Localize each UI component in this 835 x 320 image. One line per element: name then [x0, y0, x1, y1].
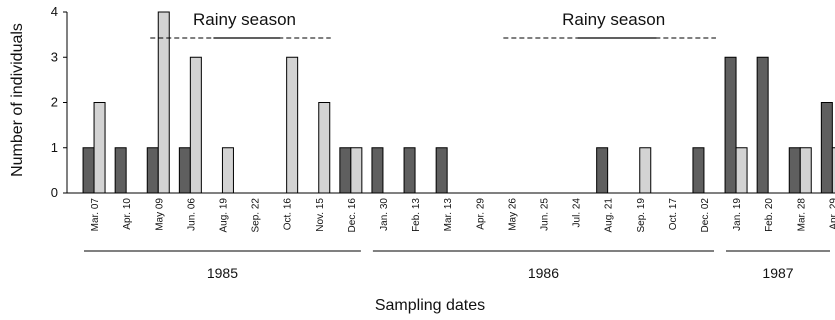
- x-tick-label: Jun. 25: [539, 198, 550, 231]
- bar: [350, 147, 363, 194]
- bar: [692, 147, 705, 194]
- x-tick-label: May 26: [507, 198, 518, 231]
- plot-area: 0 1 2 3 4 Mar. 07 Apr. 10 May 09 Jun. 06 Aug. 19 S…: [51, 4, 835, 281]
- bar: [93, 102, 106, 194]
- x-tick-label: Apr. 29: [828, 198, 835, 230]
- bar: [435, 147, 448, 194]
- rainy-season-label: Rainy season: [193, 10, 296, 29]
- x-tick-label: Jan. 30: [379, 198, 390, 231]
- x-tick-label: Oct. 16: [283, 198, 294, 231]
- bar: [146, 147, 159, 194]
- x-axis-title: Sampling dates: [375, 297, 485, 314]
- bar: [788, 147, 801, 194]
- x-tick-label: Feb. 13: [411, 198, 422, 232]
- x-tick-label: Nov. 15: [315, 198, 326, 232]
- x-tick-label: Jan. 19: [732, 198, 743, 231]
- x-tick-label: Dec. 16: [347, 198, 358, 233]
- y-tick-label: 0: [51, 185, 58, 200]
- x-tick-label: Apr. 10: [122, 198, 133, 230]
- bar: [403, 147, 416, 194]
- bar: [157, 11, 170, 194]
- rainy-season-label: Rainy season: [562, 10, 665, 29]
- bar: [639, 147, 652, 194]
- bar: [735, 147, 748, 194]
- bar: [724, 56, 737, 194]
- x-tick-label: Feb. 20: [764, 198, 775, 232]
- x-tick-label: Jul. 24: [572, 198, 583, 228]
- bar: [286, 56, 299, 194]
- x-tick-label: Sep. 19: [636, 198, 647, 233]
- x-tick-label: Dec. 02: [700, 198, 711, 233]
- bar: [799, 147, 812, 194]
- x-tick-label: Oct. 17: [668, 198, 679, 231]
- year-label: 1986: [528, 265, 559, 281]
- bar: [596, 147, 609, 194]
- bar: [820, 102, 833, 194]
- bar: [178, 147, 191, 194]
- bar: [189, 56, 202, 194]
- y-tick-label: 3: [51, 49, 58, 64]
- bar: [318, 102, 331, 194]
- bar: [221, 147, 234, 194]
- bar: [371, 147, 384, 194]
- x-tick-label: Sep. 22: [251, 198, 262, 233]
- x-tick-label: Apr. 29: [475, 198, 486, 230]
- year-label: 1987: [762, 265, 793, 281]
- x-tick-label: Aug. 19: [218, 198, 229, 233]
- y-tick-label: 4: [51, 4, 58, 19]
- bar: [114, 147, 127, 194]
- year-label: 1985: [207, 265, 238, 281]
- y-axis-title: Number of individuals: [9, 23, 26, 177]
- y-tick-label: 2: [51, 95, 58, 110]
- x-tick-label: Aug. 21: [604, 198, 615, 233]
- bar: [756, 56, 769, 194]
- x-tick-label: Mar. 13: [443, 198, 454, 232]
- x-tick-label: Jun. 06: [186, 198, 197, 231]
- y-tick-label: 1: [51, 140, 58, 155]
- bar: [82, 147, 95, 194]
- bar: [339, 147, 352, 194]
- bar: [831, 147, 835, 194]
- x-tick-label: May 09: [154, 198, 165, 231]
- x-tick-label: Mar. 28: [796, 198, 807, 232]
- x-tick-label: Mar. 07: [90, 198, 101, 232]
